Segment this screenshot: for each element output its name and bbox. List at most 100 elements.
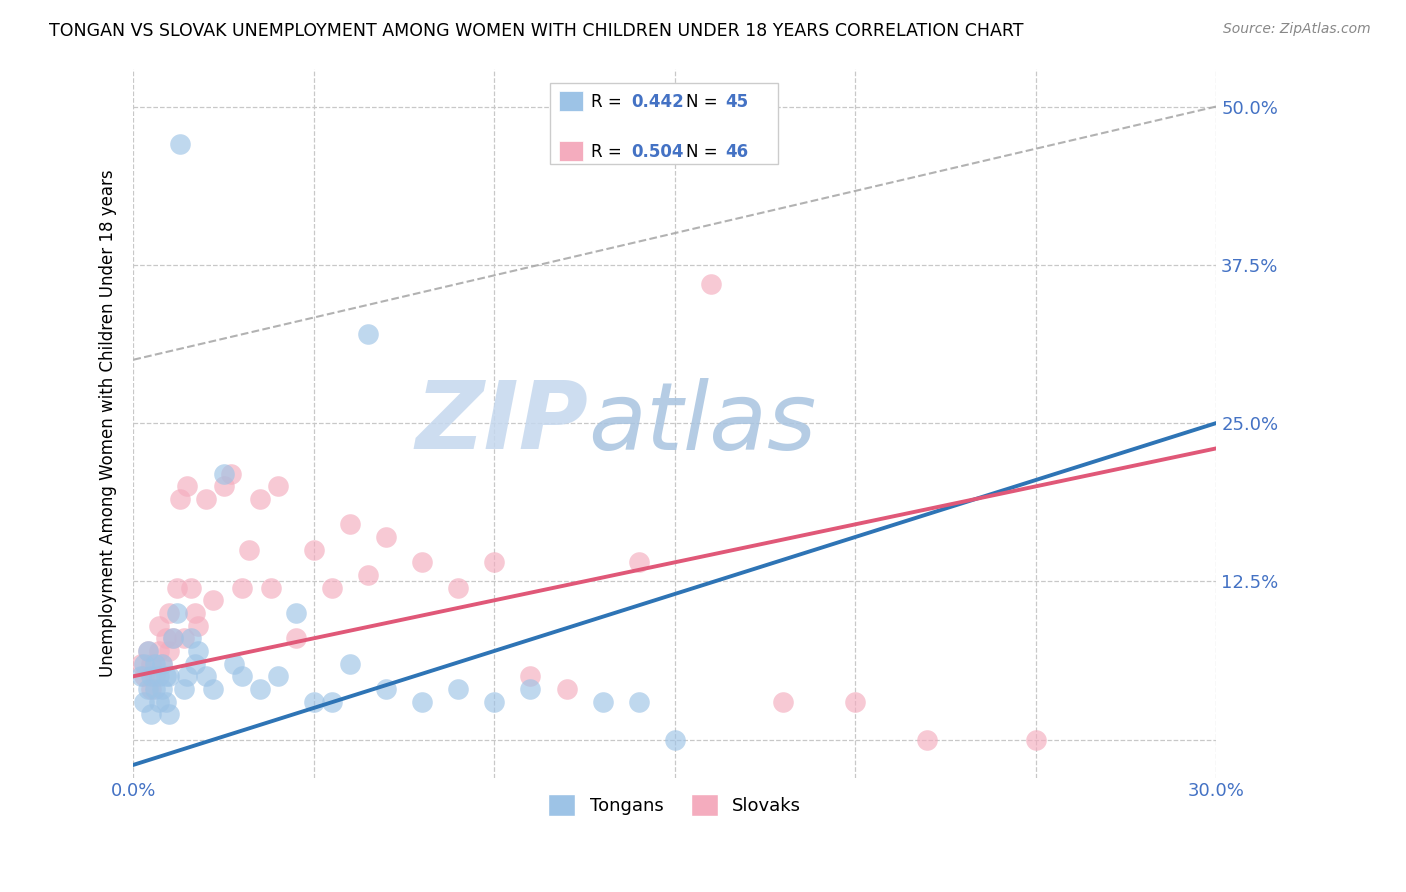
Slovaks (159, 606, 181, 620)
Tongans (150, 681, 173, 696)
Slovaks (176, 479, 198, 493)
Text: ZIP: ZIP (415, 377, 588, 469)
Text: Source: ZipAtlas.com: Source: ZipAtlas.com (1223, 22, 1371, 37)
Slovaks (375, 530, 398, 544)
Tongans (664, 732, 686, 747)
Tongans (231, 669, 253, 683)
Slovaks (238, 542, 260, 557)
Tongans (212, 467, 235, 481)
Slovaks (143, 669, 166, 683)
Slovaks (321, 581, 343, 595)
Slovaks (231, 581, 253, 595)
Slovaks (219, 467, 242, 481)
Slovaks (484, 555, 506, 569)
Text: 0.504: 0.504 (631, 144, 683, 161)
Tongans (173, 681, 195, 696)
Text: N =: N = (686, 93, 723, 111)
Slovaks (447, 581, 470, 595)
Bar (560, 91, 582, 112)
Text: 0.442: 0.442 (631, 93, 685, 111)
Text: TONGAN VS SLOVAK UNEMPLOYMENT AMONG WOMEN WITH CHILDREN UNDER 18 YEARS CORRELATI: TONGAN VS SLOVAK UNEMPLOYMENT AMONG WOME… (49, 22, 1024, 40)
Text: N =: N = (686, 144, 723, 161)
Tongans (321, 695, 343, 709)
Slovaks (183, 606, 205, 620)
Tongans (143, 657, 166, 671)
Slovaks (249, 491, 271, 506)
Slovaks (162, 632, 184, 646)
Tongans (148, 695, 170, 709)
Slovaks (169, 491, 191, 506)
Tongans (176, 669, 198, 683)
Tongans (187, 644, 209, 658)
Slovaks (180, 581, 202, 595)
Text: R =: R = (592, 144, 627, 161)
Text: 45: 45 (725, 93, 749, 111)
Tongans (411, 695, 433, 709)
Slovaks (284, 632, 307, 646)
Tongans (194, 669, 217, 683)
Slovaks (187, 618, 209, 632)
Tongans (519, 681, 541, 696)
Slovaks (519, 669, 541, 683)
Slovaks (339, 517, 361, 532)
Tongans (155, 669, 177, 683)
Slovaks (173, 632, 195, 646)
Text: atlas: atlas (588, 377, 817, 468)
Tongans (627, 695, 650, 709)
Tongans (201, 681, 224, 696)
Slovaks (844, 695, 866, 709)
Tongans (150, 657, 173, 671)
Tongans (134, 657, 156, 671)
Tongans (162, 632, 184, 646)
Tongans (143, 681, 166, 696)
Bar (550, 83, 778, 164)
Slovaks (411, 555, 433, 569)
Tongans (134, 695, 156, 709)
Slovaks (772, 695, 794, 709)
Tongans (148, 669, 170, 683)
Slovaks (700, 277, 723, 291)
Tongans (339, 657, 361, 671)
Slovaks (136, 644, 159, 658)
Slovaks (166, 581, 188, 595)
Tongans (302, 695, 325, 709)
Tongans (224, 657, 246, 671)
Tongans (169, 137, 191, 152)
Slovaks (159, 644, 181, 658)
Tongans (267, 669, 290, 683)
Tongans (484, 695, 506, 709)
Tongans (141, 669, 163, 683)
Tongans (375, 681, 398, 696)
Slovaks (148, 618, 170, 632)
Tongans (592, 695, 614, 709)
Tongans (159, 669, 181, 683)
Slovaks (357, 568, 380, 582)
Y-axis label: Unemployment Among Women with Children Under 18 years: Unemployment Among Women with Children U… (100, 169, 117, 677)
Legend: Tongans, Slovaks: Tongans, Slovaks (540, 785, 810, 825)
Slovaks (267, 479, 290, 493)
Tongans (357, 327, 380, 342)
Slovaks (212, 479, 235, 493)
Slovaks (627, 555, 650, 569)
Text: 46: 46 (725, 144, 749, 161)
Tongans (249, 681, 271, 696)
Slovaks (302, 542, 325, 557)
Bar (560, 141, 582, 161)
Slovaks (1025, 732, 1047, 747)
Tongans (136, 681, 159, 696)
Slovaks (155, 632, 177, 646)
Tongans (183, 657, 205, 671)
Slovaks (141, 657, 163, 671)
Slovaks (129, 657, 152, 671)
Tongans (141, 707, 163, 722)
Slovaks (148, 644, 170, 658)
Slovaks (194, 491, 217, 506)
Text: R =: R = (592, 93, 627, 111)
Tongans (136, 644, 159, 658)
Slovaks (150, 657, 173, 671)
Tongans (180, 632, 202, 646)
Slovaks (555, 681, 578, 696)
Slovaks (259, 581, 281, 595)
Tongans (159, 707, 181, 722)
Tongans (129, 669, 152, 683)
